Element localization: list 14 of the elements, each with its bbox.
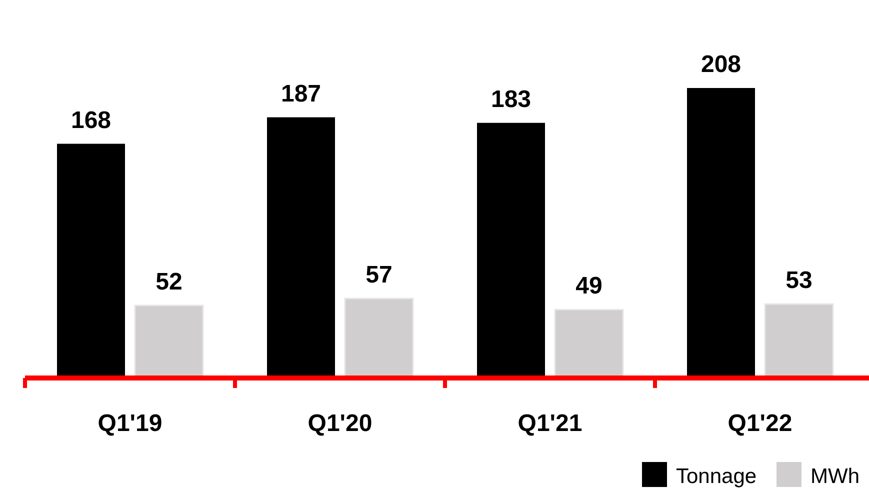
data-label: 168 — [70, 106, 112, 134]
legend-label: Tonnage — [676, 465, 757, 488]
x-tick-label: Q1'22 — [728, 410, 792, 437]
data-label: 183 — [490, 86, 532, 113]
data-label: 49 — [576, 272, 602, 300]
data-label: 57 — [366, 262, 392, 289]
data-label: 53 — [786, 267, 812, 294]
data-label: 187 — [280, 80, 322, 108]
legend-label: MWh — [810, 465, 860, 488]
data-label: 208 — [700, 51, 742, 78]
x-tick-label: Q1'20 — [308, 410, 372, 437]
x-tick-label: Q1'19 — [98, 410, 162, 437]
data-label: 52 — [156, 268, 182, 296]
x-tick-label: Q1'21 — [518, 410, 582, 437]
